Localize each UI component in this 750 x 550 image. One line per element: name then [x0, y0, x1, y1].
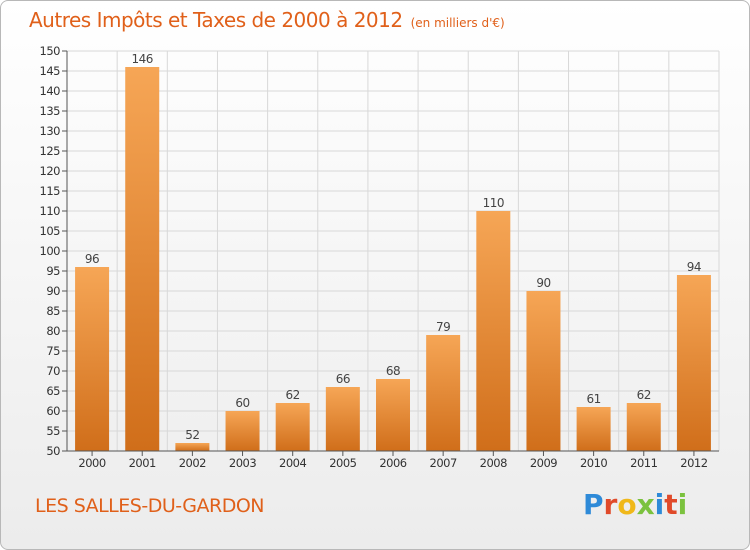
logo-letter: t [664, 488, 678, 521]
y-tick-label: 55 [46, 424, 60, 438]
y-tick-label: 125 [40, 144, 61, 158]
x-tick-label: 2000 [78, 456, 105, 470]
bar-2004 [275, 403, 310, 451]
data-label: 146 [132, 52, 153, 66]
y-tick-label: 130 [40, 124, 61, 138]
bar-2012 [676, 275, 711, 451]
data-label: 68 [386, 364, 400, 378]
y-tick-label: 90 [46, 284, 60, 298]
y-tick-label: 120 [40, 164, 61, 178]
data-label: 94 [687, 260, 701, 274]
y-tick-label: 70 [46, 364, 60, 378]
bar-2005 [325, 387, 360, 451]
proxiti-logo: Proxiti [583, 488, 687, 521]
y-tick-label: 115 [40, 184, 61, 198]
bar-2010 [576, 407, 611, 451]
y-tick-label: 110 [40, 204, 61, 218]
data-label: 79 [436, 320, 450, 334]
x-tick-label: 2008 [480, 456, 507, 470]
x-tick-label: 2003 [229, 456, 256, 470]
bar-2008 [476, 211, 511, 451]
x-tick-label: 2007 [430, 456, 457, 470]
x-tick-label: 2010 [580, 456, 607, 470]
logo-letter: i [677, 488, 688, 521]
data-label: 52 [185, 428, 199, 442]
data-label: 62 [286, 388, 300, 402]
bar-2002 [175, 443, 210, 451]
logo-letter: i [654, 488, 665, 521]
bar-2001 [125, 67, 160, 451]
bar-2000 [75, 267, 110, 451]
data-label: 61 [586, 392, 600, 406]
y-tick-label: 75 [46, 344, 60, 358]
y-tick-label: 65 [46, 384, 60, 398]
y-tick-label: 140 [40, 84, 61, 98]
y-tick-label: 135 [40, 104, 61, 118]
data-label: 110 [483, 196, 504, 210]
x-tick-label: 2012 [680, 456, 707, 470]
bar-2011 [626, 403, 661, 451]
bar-2009 [526, 291, 561, 451]
logo-letter: P [583, 488, 604, 521]
y-tick-label: 80 [46, 324, 60, 338]
data-label: 90 [536, 276, 550, 290]
chart-title: Autres Impôts et Taxes de 2000 à 2012 (en… [29, 8, 505, 32]
bar-2006 [376, 379, 410, 451]
y-tick-label: 150 [40, 44, 61, 58]
x-tick-label: 2006 [379, 456, 406, 470]
y-tick-label: 60 [46, 404, 60, 418]
y-tick-label: 50 [46, 444, 60, 458]
y-tick-label: 105 [40, 224, 61, 238]
y-tick-label: 85 [46, 304, 60, 318]
x-tick-label: 2004 [279, 456, 306, 470]
data-label: 66 [336, 372, 350, 386]
logo-letter: o [617, 488, 637, 521]
x-tick-label: 2001 [129, 456, 156, 470]
x-tick-label: 2009 [530, 456, 557, 470]
data-label: 60 [235, 396, 249, 410]
x-tick-label: 2011 [630, 456, 657, 470]
bar-2003 [225, 411, 260, 451]
y-tick-label: 100 [40, 244, 61, 258]
title-text: Autres Impôts et Taxes de 2000 à 2012 [29, 8, 403, 32]
location-label: LES SALLES-DU-GARDON [35, 495, 265, 517]
y-tick-label: 145 [40, 64, 61, 78]
logo-letter: r [603, 488, 618, 521]
data-label: 62 [637, 388, 651, 402]
data-label: 96 [85, 252, 99, 266]
bar-2007 [426, 335, 461, 451]
logo-letter: x [636, 488, 655, 521]
chart-subtitle: (en milliers d'€) [410, 16, 505, 30]
x-tick-label: 2005 [329, 456, 356, 470]
x-tick-label: 2002 [179, 456, 206, 470]
y-tick-label: 95 [46, 264, 60, 278]
